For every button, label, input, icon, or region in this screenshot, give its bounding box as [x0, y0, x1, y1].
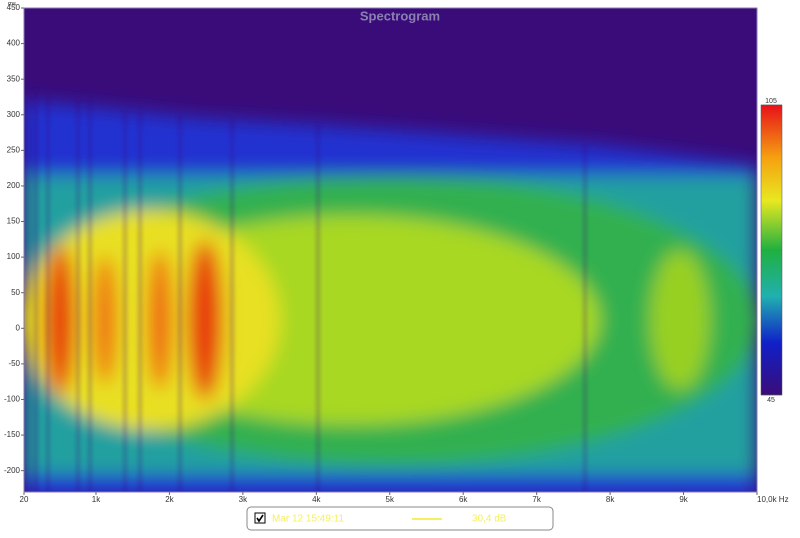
y-tick-label: 450	[7, 3, 21, 12]
y-tick-label: -150	[4, 430, 21, 439]
y-axis-label: ms	[8, 2, 16, 8]
x-tick-label: 1k	[92, 495, 101, 504]
legend: Mar 12 15:49:11 30,4 dB	[246, 506, 554, 531]
chart-title: Spectrogram	[360, 8, 440, 23]
y-tick-label: -100	[4, 395, 21, 404]
legend-box	[246, 506, 554, 531]
spectrogram-image	[24, 90, 757, 492]
legend-reading: 30,4 dB	[472, 514, 507, 525]
x-tick-label: 4k	[312, 495, 321, 504]
y-tick-label: -50	[8, 359, 20, 368]
y-tick-label: 250	[7, 145, 21, 154]
x-tick-label: 6k	[459, 495, 468, 504]
y-tick-label: 50	[11, 288, 20, 297]
y-tick-label: 100	[7, 252, 21, 261]
y-tick-label: 300	[7, 110, 21, 119]
legend-name: Mar 12 15:49:11	[272, 514, 345, 525]
check-mark	[256, 514, 264, 523]
y-tick-label: 0	[16, 323, 21, 332]
y-tick-label: -200	[4, 466, 21, 475]
x-tick-label: 5k	[386, 495, 395, 504]
y-tick-label: 200	[7, 181, 21, 190]
color-bar-label: 105	[765, 98, 777, 105]
y-tick-label: 350	[7, 74, 21, 83]
x-tick-label: 7k	[532, 495, 541, 504]
y-tick-label: 400	[7, 39, 21, 48]
x-tick-label: 8k	[606, 495, 615, 504]
color-bar-label: 45	[767, 397, 775, 404]
y-tick-label: 150	[7, 217, 21, 226]
legend-checkbox[interactable]	[254, 512, 266, 524]
x-tick-label: 10,0k Hz	[757, 495, 789, 504]
color-bar	[760, 104, 783, 396]
x-tick-label: 9k	[679, 495, 688, 504]
plot-border	[23, 7, 758, 493]
x-tick-label: 3k	[239, 495, 248, 504]
x-tick-label: 20	[20, 495, 29, 504]
x-tick-label: 2k	[165, 495, 174, 504]
